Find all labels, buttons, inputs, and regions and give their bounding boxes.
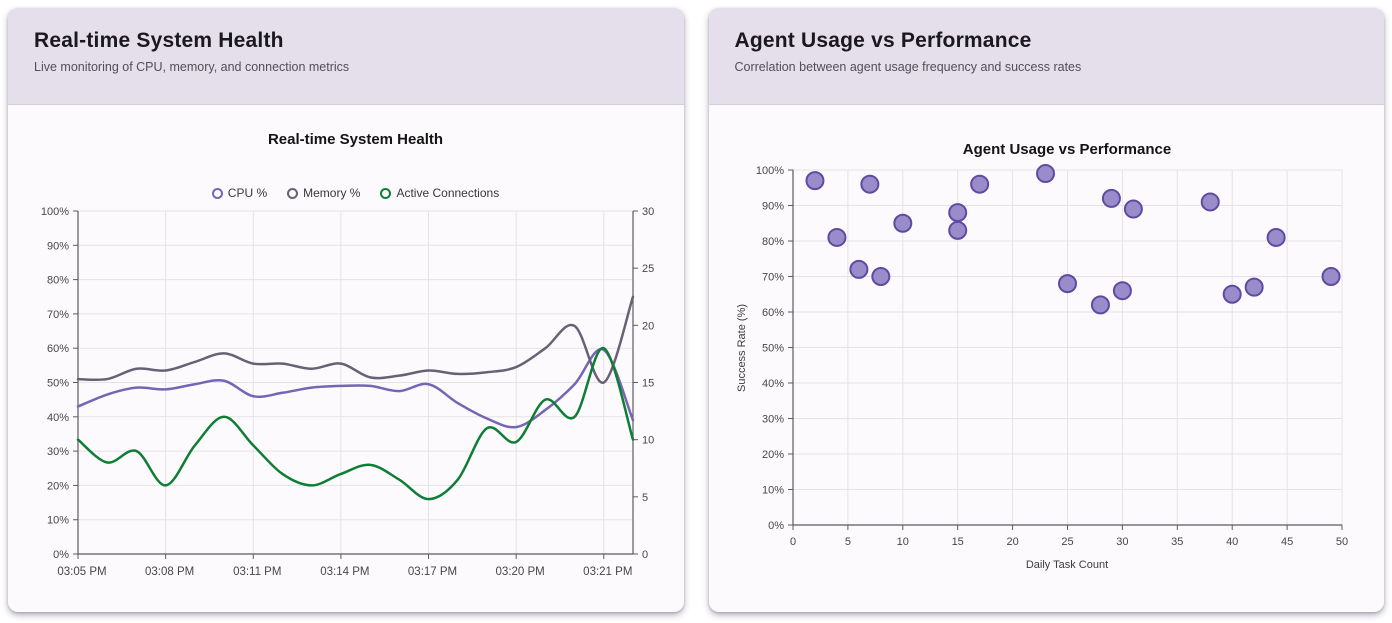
x-axis-tick-label: 03:08 PM [145, 566, 194, 578]
y-axis-tick-label: 0% [768, 520, 784, 532]
y-axis-left-tick-label: 60% [47, 343, 69, 355]
legend-label: CPU % [227, 186, 268, 200]
y-axis-left-tick-label: 0% [53, 549, 69, 561]
series-line-active-connections [76, 346, 635, 501]
scatter-point[interactable] [848, 259, 868, 279]
y-axis-left-tick-label: 30% [47, 446, 69, 458]
y-axis-tick-label: 70% [761, 272, 783, 284]
x-axis-tick-label: 25 [1061, 536, 1073, 548]
line-chart-canvas[interactable]: 0% 10% 20% 30% 40% 50% 60% 70% 80% 90% 100% 0 5 10 15 2… [8, 105, 684, 605]
agent-usage-card: Agent Usage vs Performance Correlation b… [708, 8, 1385, 612]
legend-label: Active Connections [396, 186, 500, 200]
scatter-point[interactable] [892, 213, 912, 233]
card-subtitle: Correlation between agent usage frequenc… [734, 60, 1082, 74]
scatter-point[interactable] [859, 174, 879, 194]
scatter-point[interactable] [1090, 295, 1110, 315]
x-axis-tick-label: 10 [896, 536, 908, 548]
x-axis-tick-label: 35 [1171, 536, 1183, 548]
y-axis-right-tick-label: 20 [642, 320, 654, 332]
y-axis-right-tick-label: 5 [642, 492, 648, 504]
line-chart-legend: CPU % Memory % Active Connections [78, 186, 633, 200]
y-axis-left-tick-label: 40% [47, 412, 69, 424]
series-line-memory- [76, 295, 635, 384]
x-axis-tick-label: 5 [844, 536, 850, 548]
x-axis-tick-label: 03:11 PM [233, 566, 281, 578]
y-axis-right-tick-label: 10 [642, 435, 654, 447]
y-axis-right-tick-label: 15 [642, 378, 654, 390]
x-axis-tick-label: 03:14 PM [320, 566, 369, 578]
scatter-point[interactable] [1266, 227, 1286, 247]
y-axis-left-tick-label: 100% [41, 206, 69, 218]
scatter-point[interactable] [870, 267, 890, 286]
y-axis-tick-label: 100% [755, 165, 783, 177]
legend-label: Memory % [303, 186, 361, 200]
card-subtitle: Live monitoring of CPU, memory, and conn… [34, 60, 350, 74]
scatter-point[interactable] [1101, 188, 1121, 208]
y-axis-left-tick-label: 20% [47, 480, 69, 492]
scatter-chart-canvas[interactable]: 0% 10% 20% 30% 40% 50% 60% 70% 80% 90% 100% 0 5 10 15 2… [709, 105, 1385, 605]
x-axis-tick-label: 40 [1226, 536, 1238, 548]
x-axis-tick-label: 03:17 PM [408, 566, 457, 578]
scatter-point[interactable] [1244, 277, 1264, 297]
card-title: Agent Usage vs Performance [734, 29, 1032, 52]
x-axis-tick-label: 15 [951, 536, 963, 548]
scatter-point[interactable] [1123, 199, 1143, 219]
x-axis-tick-label: 30 [1116, 536, 1128, 548]
y-axis-left-tick-label: 80% [47, 275, 69, 287]
y-axis-tick-label: 50% [761, 343, 783, 355]
x-axis-tick-label: 45 [1280, 536, 1292, 548]
y-axis-tick-label: 20% [761, 449, 783, 461]
scatter-point[interactable] [1035, 164, 1055, 184]
y-axis-left-tick-label: 10% [47, 515, 69, 527]
x-axis-tick-label: 03:21 PM [583, 566, 632, 578]
x-axis-tick-label: 03:20 PM [496, 566, 545, 578]
y-axis-tick-label: 80% [761, 236, 783, 248]
scatter-point[interactable] [826, 227, 846, 247]
scatter-point[interactable] [947, 220, 967, 240]
y-axis-right-tick-label: 30 [642, 206, 654, 218]
scatter-chart-title: Agent Usage vs Performance [962, 141, 1172, 158]
scatter-point[interactable] [1200, 192, 1220, 212]
legend-ring-icon [380, 187, 392, 199]
agent-usage-chart-area: Agent Usage vs Performance Success Rate … [709, 105, 1385, 612]
scatter-point[interactable] [804, 171, 824, 191]
system-health-chart-area: Real-time System Health CPU % Memory % Act… [8, 105, 684, 612]
card-title: Real-time System Health [34, 29, 284, 52]
x-axis-tick-label: 03:05 PM [57, 566, 106, 578]
scatter-point[interactable] [969, 174, 989, 194]
legend-item-cpu-[interactable]: CPU % [211, 186, 268, 200]
y-axis-right-tick-label: 0 [642, 549, 648, 561]
scatter-point[interactable] [1112, 281, 1132, 301]
x-axis-tick-label: 20 [1006, 536, 1018, 548]
x-axis-tick-label: 50 [1335, 536, 1347, 548]
y-axis-tick-label: 10% [761, 485, 783, 497]
y-axis-right-tick-label: 25 [642, 263, 654, 275]
scatter-point[interactable] [1057, 274, 1077, 294]
agent-usage-card-header: Agent Usage vs Performance Correlation b… [708, 8, 1384, 105]
y-axis-tick-label: 90% [761, 201, 783, 213]
legend-ring-icon [287, 187, 299, 199]
y-axis-left-tick-label: 70% [47, 309, 69, 321]
line-chart-title: Real-time System Health [267, 131, 444, 148]
scatter-x-axis-title: Daily Task Count [1025, 559, 1109, 571]
y-axis-tick-label: 40% [761, 378, 783, 390]
y-axis-tick-label: 60% [761, 307, 783, 319]
scatter-point[interactable] [947, 203, 967, 223]
y-axis-left-tick-label: 50% [47, 378, 69, 390]
y-axis-tick-label: 30% [761, 414, 783, 426]
legend-ring-icon [211, 187, 223, 199]
legend-item-memory-[interactable]: Memory % [287, 186, 360, 200]
system-health-card: Real-time System Health Live monitoring … [8, 8, 684, 612]
y-axis-left-tick-label: 90% [47, 240, 69, 252]
scatter-point[interactable] [1222, 284, 1242, 304]
scatter-point[interactable] [1321, 267, 1341, 286]
x-axis-tick-label: 0 [789, 536, 795, 548]
series-line-cpu- [76, 348, 635, 429]
legend-item-active-connections[interactable]: Active Connections [380, 186, 499, 200]
system-health-card-header: Real-time System Health Live monitoring … [8, 8, 684, 105]
